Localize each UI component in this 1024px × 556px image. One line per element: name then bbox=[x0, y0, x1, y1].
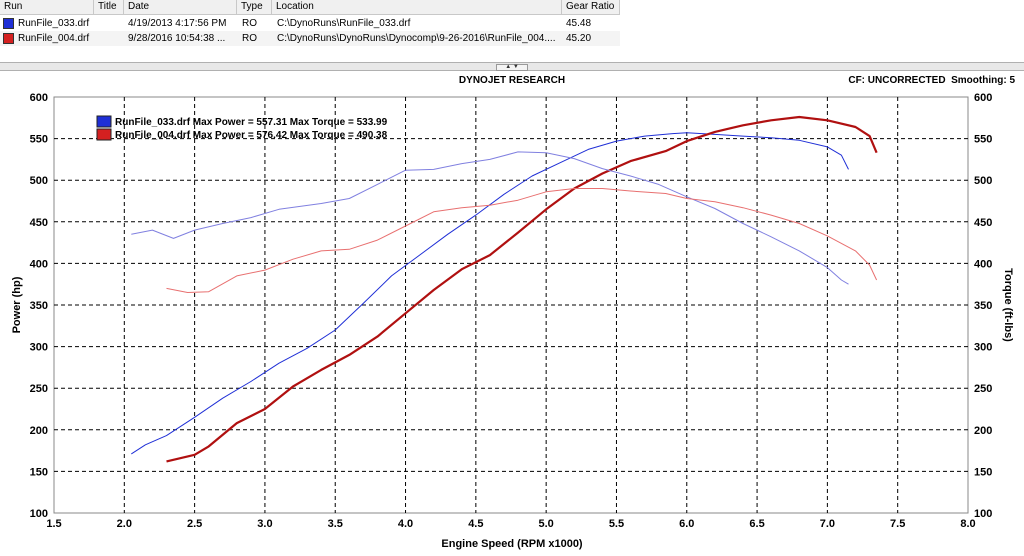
x-tick-label: 7.0 bbox=[820, 518, 835, 530]
run-color-swatch bbox=[3, 18, 14, 29]
y-tick-label-power: 250 bbox=[30, 383, 48, 395]
x-tick-label: 4.5 bbox=[468, 518, 483, 530]
y-tick-label-torque: 100 bbox=[974, 508, 992, 520]
column-header-type[interactable]: Type bbox=[237, 0, 272, 14]
y-tick-label-torque: 250 bbox=[974, 383, 992, 395]
runs-table: Run Title Date Type Location Gear Ratio … bbox=[0, 0, 1024, 62]
y-tick-label-torque: 150 bbox=[974, 466, 992, 478]
y-tick-label-torque: 500 bbox=[974, 175, 992, 187]
legend-swatch-runfile-033 bbox=[97, 116, 111, 127]
column-header-date[interactable]: Date bbox=[124, 0, 237, 14]
y-tick-label-power: 600 bbox=[30, 92, 48, 104]
x-tick-label: 2.5 bbox=[187, 518, 202, 530]
y-axis-label-power: Power (hp) bbox=[11, 276, 23, 333]
legend-entry-runfile-033: RunFile_033.drf Max Power = 557.31 Max T… bbox=[115, 117, 388, 128]
y-tick-label-power: 550 bbox=[30, 134, 48, 146]
x-tick-label: 4.0 bbox=[398, 518, 413, 530]
y-tick-label-torque: 350 bbox=[974, 300, 992, 312]
x-tick-label: 5.5 bbox=[609, 518, 624, 530]
run-gear-ratio: 45.48 bbox=[566, 16, 620, 31]
y-axis-label-torque: Torque (ft-lbs) bbox=[1002, 268, 1014, 342]
run-name: RunFile_033.drf bbox=[18, 16, 94, 31]
y-tick-label-torque: 400 bbox=[974, 258, 992, 270]
x-tick-label: 2.0 bbox=[117, 518, 132, 530]
pane-splitter[interactable]: ▲ ▼ bbox=[0, 62, 1024, 71]
run-title bbox=[98, 31, 124, 46]
column-header-title[interactable]: Title bbox=[94, 0, 124, 14]
run-name: RunFile_004.drf bbox=[18, 31, 94, 46]
run-color-swatch bbox=[3, 33, 14, 44]
y-tick-label-power: 300 bbox=[30, 342, 48, 354]
correction-factor-label: CF: UNCORRECTED Smoothing: 5 bbox=[848, 75, 1015, 86]
y-tick-label-power: 150 bbox=[30, 466, 48, 478]
legend-entry-runfile-004: RunFile_004.drf Max Power = 576.42 Max T… bbox=[115, 130, 388, 141]
column-header-run[interactable]: Run bbox=[0, 0, 94, 14]
run-row[interactable]: RunFile_004.drf 9/28/2016 10:54:38 ... R… bbox=[0, 31, 620, 46]
x-tick-label: 7.5 bbox=[890, 518, 905, 530]
y-tick-label-torque: 300 bbox=[974, 342, 992, 354]
y-tick-label-torque: 200 bbox=[974, 425, 992, 437]
legend-swatch-runfile-004 bbox=[97, 129, 111, 140]
y-tick-label-power: 400 bbox=[30, 258, 48, 270]
y-tick-label-power: 350 bbox=[30, 300, 48, 312]
x-tick-label: 6.0 bbox=[679, 518, 694, 530]
x-tick-label: 5.0 bbox=[539, 518, 554, 530]
column-header-location[interactable]: Location bbox=[272, 0, 562, 14]
run-date: 9/28/2016 10:54:38 ... bbox=[128, 31, 237, 46]
y-tick-label-torque: 600 bbox=[974, 92, 992, 104]
y-tick-label-power: 500 bbox=[30, 175, 48, 187]
run-type: RO bbox=[242, 16, 272, 31]
run-date: 4/19/2013 4:17:56 PM bbox=[128, 16, 237, 31]
run-title bbox=[98, 16, 124, 31]
y-tick-label-torque: 450 bbox=[974, 217, 992, 229]
y-tick-label-power: 100 bbox=[30, 508, 48, 520]
x-tick-label: 1.5 bbox=[46, 518, 61, 530]
run-location: C:\DynoRuns\DynoRuns\Dynocomp\9-26-2016\… bbox=[277, 31, 562, 46]
x-tick-label: 3.5 bbox=[328, 518, 343, 530]
x-tick-label: 3.0 bbox=[257, 518, 272, 530]
y-tick-label-power: 450 bbox=[30, 217, 48, 229]
column-header-gear-ratio[interactable]: Gear Ratio bbox=[562, 0, 620, 14]
run-row[interactable]: RunFile_033.drf 4/19/2013 4:17:56 PM RO … bbox=[0, 16, 620, 31]
x-axis-label: Engine Speed (RPM x1000) bbox=[441, 538, 583, 550]
run-type: RO bbox=[242, 31, 272, 46]
dyno-chart: DYNOJET RESEARCH CF: UNCORRECTED Smoothi… bbox=[0, 71, 1024, 556]
run-gear-ratio: 45.20 bbox=[566, 31, 620, 46]
y-tick-label-power: 200 bbox=[30, 425, 48, 437]
chart-title: DYNOJET RESEARCH bbox=[459, 75, 565, 86]
y-tick-label-torque: 550 bbox=[974, 134, 992, 146]
run-location: C:\DynoRuns\RunFile_033.drf bbox=[277, 16, 562, 31]
runs-table-header: Run Title Date Type Location Gear Ratio bbox=[0, 0, 620, 15]
splitter-grip-icon[interactable]: ▲ ▼ bbox=[496, 64, 528, 71]
x-tick-label: 6.5 bbox=[749, 518, 764, 530]
